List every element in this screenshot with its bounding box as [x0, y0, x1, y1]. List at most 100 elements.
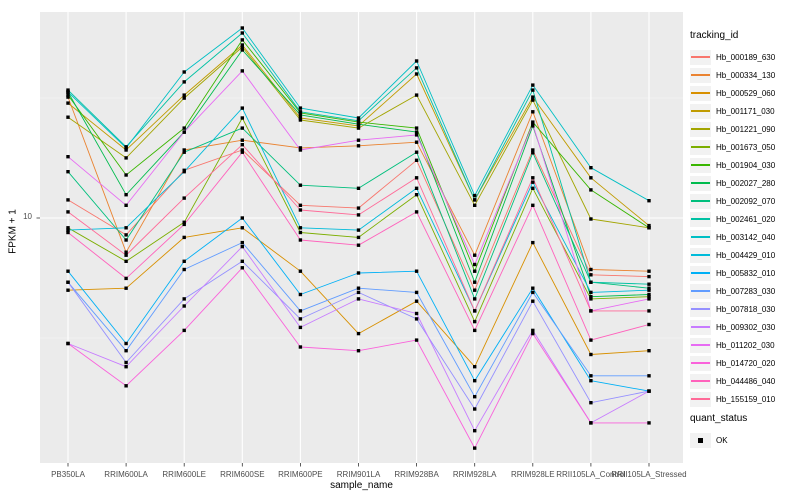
legend-item: Hb_000189_630	[690, 48, 798, 66]
data-point	[240, 48, 244, 52]
data-point	[647, 421, 651, 425]
data-point	[414, 311, 419, 316]
data-point	[531, 148, 535, 152]
legend-key-icon	[690, 121, 711, 137]
data-point	[647, 223, 651, 228]
data-point	[589, 217, 593, 221]
legend-item: Hb_005832_010	[690, 264, 798, 282]
data-point	[473, 379, 477, 383]
data-point	[589, 176, 593, 180]
data-point	[124, 173, 128, 177]
data-point	[531, 240, 535, 245]
data-point	[473, 319, 477, 324]
legend-item-label: Hb_002461_020	[716, 214, 776, 224]
legend-color-line-icon	[691, 398, 710, 400]
legend-color-line-icon	[691, 344, 710, 346]
data-point	[414, 290, 419, 295]
legend-key-icon	[690, 157, 711, 173]
data-point	[356, 286, 361, 290]
data-point	[414, 210, 419, 214]
data-point	[298, 183, 303, 187]
data-point	[240, 138, 244, 142]
data-point	[473, 309, 477, 313]
data-point	[124, 259, 128, 263]
legend-item-label: Hb_000189_630	[716, 52, 776, 62]
data-point	[66, 155, 70, 159]
data-point	[240, 126, 244, 130]
data-point	[66, 115, 70, 119]
data-point	[298, 269, 303, 273]
data-point	[414, 133, 419, 137]
data-point	[473, 253, 477, 257]
data-point	[531, 331, 535, 336]
data-point	[124, 193, 128, 197]
data-point	[298, 317, 303, 321]
data-point	[531, 290, 535, 295]
data-point	[414, 150, 419, 154]
legend-item: Hb_001171_030	[690, 102, 798, 120]
legend-key-icon	[690, 211, 711, 227]
data-point	[240, 45, 244, 49]
data-point	[298, 148, 303, 152]
data-point	[531, 88, 535, 92]
data-point	[124, 233, 128, 237]
data-point	[298, 238, 303, 242]
data-point	[531, 176, 535, 180]
data-point	[182, 80, 186, 84]
data-point	[66, 228, 70, 232]
legend-item-label: Hb_009302_030	[716, 322, 776, 332]
legend-item-label: Hb_007818_030	[716, 304, 776, 314]
legend-item-label: Hb_001904_030	[716, 160, 776, 170]
data-point	[414, 126, 419, 130]
data-point	[298, 110, 303, 114]
legend-color-line-icon	[691, 164, 710, 166]
data-point	[356, 271, 361, 275]
legend-color-line-icon	[691, 110, 710, 112]
legend-item: Hb_007283_030	[690, 282, 798, 300]
x-axis-tick-label: RRIM600SE	[220, 470, 264, 479]
legend-key-icon	[690, 49, 711, 65]
data-point	[66, 88, 70, 92]
data-point	[240, 148, 244, 152]
legend-key-icon	[690, 139, 711, 155]
legend-item-label: Hb_155159_010	[716, 394, 776, 404]
data-point	[182, 222, 186, 227]
data-point	[647, 292, 651, 297]
data-point	[182, 235, 186, 240]
data-point	[414, 66, 419, 70]
legend-color-line-icon	[691, 308, 710, 310]
x-axis-tick-label: RRIM600LA	[104, 470, 148, 479]
data-point	[414, 158, 419, 162]
data-point	[356, 144, 361, 148]
data-point	[473, 297, 477, 301]
data-point	[240, 116, 244, 120]
legend-key-icon	[690, 283, 711, 299]
data-point	[647, 288, 651, 292]
data-point	[124, 365, 128, 369]
data-point	[66, 341, 70, 346]
data-point	[473, 365, 477, 369]
data-point	[298, 208, 303, 212]
x-axis-tick-label: RRIM600LE	[162, 470, 206, 479]
x-axis-tick-label: RRII105LA_Control	[556, 470, 626, 479]
data-point	[531, 98, 535, 102]
data-point	[298, 325, 303, 330]
data-point	[182, 70, 186, 74]
data-point	[473, 328, 477, 333]
data-point	[66, 230, 70, 235]
data-point	[647, 374, 651, 378]
legend-key-icon	[690, 337, 711, 353]
data-point	[240, 240, 244, 245]
data-point	[356, 297, 361, 301]
legend-title-tracking-id: tracking_id	[690, 30, 739, 41]
data-point	[531, 110, 535, 114]
data-point	[531, 83, 535, 87]
legend-color-line-icon	[691, 146, 710, 148]
legend-key-icon	[690, 193, 711, 209]
data-point	[298, 292, 303, 297]
data-point	[356, 213, 361, 217]
legend-color-line-icon	[691, 182, 710, 184]
data-point	[182, 196, 186, 200]
data-point	[66, 198, 70, 202]
legend-color-line-icon	[691, 326, 710, 328]
